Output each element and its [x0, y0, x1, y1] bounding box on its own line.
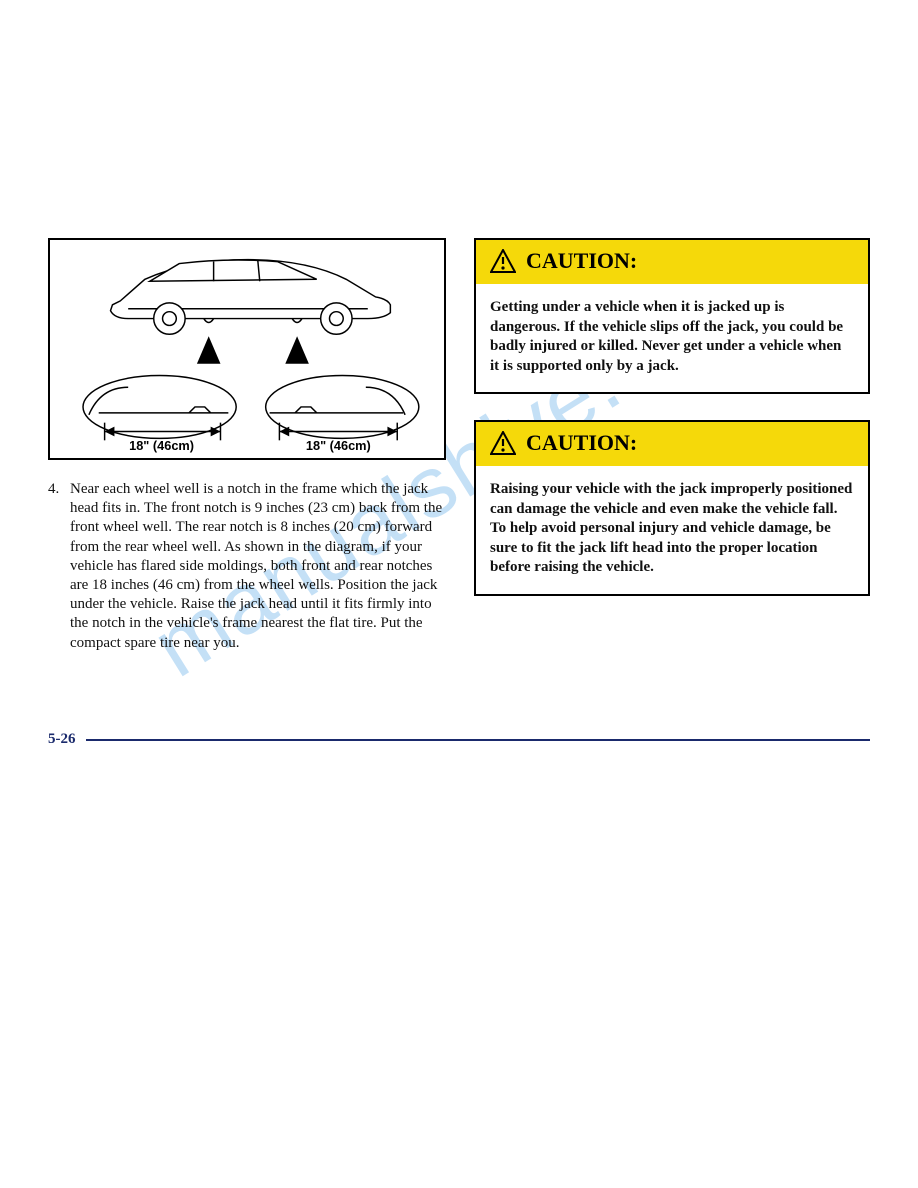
caution-header: CAUTION: — [476, 422, 868, 466]
instruction-item: 4. Near each wheel well is a notch in th… — [48, 480, 446, 653]
page-content: 18" (46cm) — [48, 238, 870, 653]
caution-box-2: CAUTION: Raising your vehicle with the j… — [474, 420, 870, 596]
caution-body: Raising your vehicle with the jack impro… — [476, 466, 868, 594]
two-column-layout: 18" (46cm) — [48, 238, 870, 653]
warning-triangle-icon — [490, 431, 516, 455]
diagram-svg: 18" (46cm) — [50, 240, 444, 458]
caution-title: CAUTION: — [526, 430, 637, 456]
footer-rule — [86, 739, 871, 741]
right-column: CAUTION: Getting under a vehicle when it… — [474, 238, 870, 653]
caution-header: CAUTION: — [476, 240, 868, 284]
page-number: 5-26 — [48, 731, 86, 748]
instruction-number: 4. — [48, 480, 70, 653]
page-footer: 5-26 — [48, 731, 870, 748]
diagram-label-left: 18" (46cm) — [129, 438, 194, 453]
instruction-text: Near each wheel well is a notch in the f… — [70, 480, 446, 653]
caution-title: CAUTION: — [526, 248, 637, 274]
caution-body: Getting under a vehicle when it is jacke… — [476, 284, 868, 392]
warning-triangle-icon — [490, 249, 516, 273]
diagram-label-right: 18" (46cm) — [306, 438, 371, 453]
vehicle-diagram: 18" (46cm) — [48, 238, 446, 460]
left-column: 18" (46cm) — [48, 238, 446, 653]
caution-box-1: CAUTION: Getting under a vehicle when it… — [474, 238, 870, 394]
